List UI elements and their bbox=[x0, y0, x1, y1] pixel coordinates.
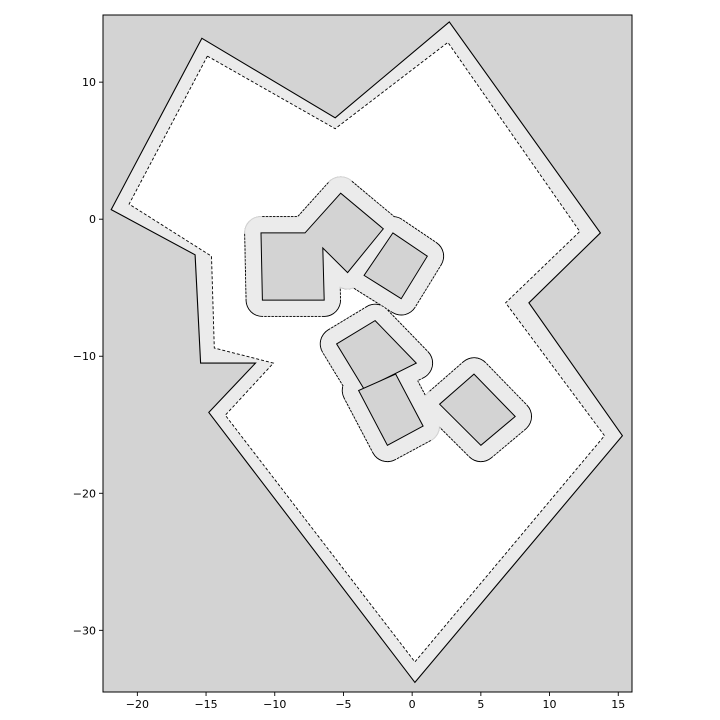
x-tick-label: 15 bbox=[611, 698, 625, 711]
y-tick-label: 0 bbox=[89, 213, 96, 226]
x-tick-label: 5 bbox=[477, 698, 484, 711]
x-tick-label: −5 bbox=[335, 698, 351, 711]
y-tick-label: −30 bbox=[73, 624, 96, 637]
x-tick-label: −10 bbox=[263, 698, 286, 711]
obstacle bbox=[260, 192, 384, 301]
obstacle bbox=[438, 373, 516, 446]
map-layers bbox=[103, 15, 632, 692]
x-axis: −20 −15 −10 −5 0 5 10 15 bbox=[126, 692, 625, 711]
x-tick-label: 10 bbox=[543, 698, 557, 711]
x-tick-label: 0 bbox=[409, 698, 416, 711]
x-tick-label: −15 bbox=[194, 698, 217, 711]
obstacle bbox=[363, 232, 428, 300]
obstacle bbox=[357, 373, 424, 446]
axes-frame bbox=[102, 14, 633, 693]
plot-area bbox=[103, 15, 632, 692]
y-axis: 10 0 −10 −20 −30 bbox=[73, 76, 103, 637]
y-tick-label: 10 bbox=[82, 76, 96, 89]
x-tick-label: −20 bbox=[126, 698, 149, 711]
y-tick-label: −20 bbox=[73, 487, 96, 500]
y-tick-label: −10 bbox=[73, 350, 96, 363]
